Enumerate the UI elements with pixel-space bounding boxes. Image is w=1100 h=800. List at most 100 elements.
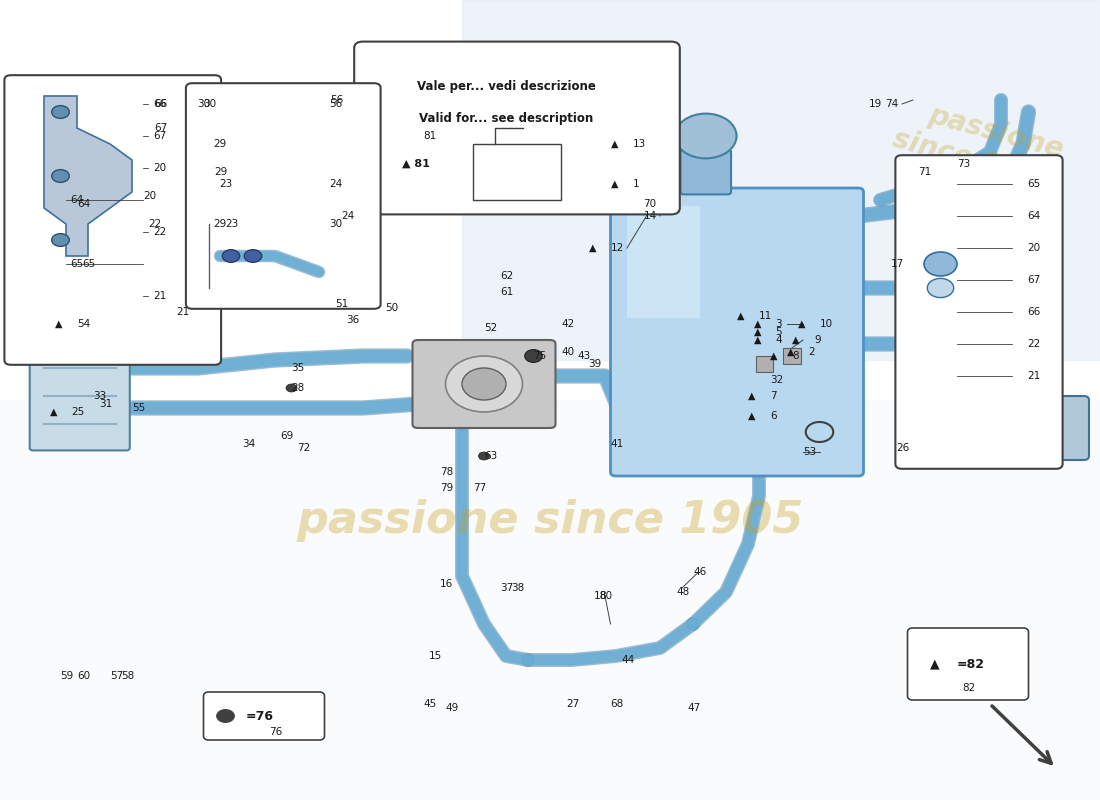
FancyBboxPatch shape <box>412 340 556 428</box>
FancyBboxPatch shape <box>1023 396 1089 460</box>
Text: 36: 36 <box>346 315 360 325</box>
Text: 65: 65 <box>70 259 84 269</box>
Text: 49: 49 <box>446 703 459 713</box>
Bar <box>473 144 561 200</box>
Text: 46: 46 <box>693 567 706 577</box>
Text: ▲: ▲ <box>50 407 57 417</box>
Text: 29: 29 <box>214 167 228 177</box>
Text: 11: 11 <box>759 311 772 321</box>
Text: 73: 73 <box>957 159 970 169</box>
Text: 80: 80 <box>600 591 613 601</box>
Text: 64: 64 <box>77 199 90 209</box>
Circle shape <box>52 234 69 246</box>
Bar <box>756 356 773 372</box>
Text: 3: 3 <box>776 319 782 329</box>
Text: 12: 12 <box>610 243 624 253</box>
Text: 37: 37 <box>500 583 514 593</box>
Text: 81: 81 <box>424 131 437 141</box>
Text: 45: 45 <box>424 699 437 709</box>
Text: 64: 64 <box>1027 211 1041 221</box>
Text: 5: 5 <box>776 327 782 337</box>
Text: 71: 71 <box>918 167 932 177</box>
FancyBboxPatch shape <box>610 188 864 476</box>
Text: 28: 28 <box>292 383 305 393</box>
Text: 23: 23 <box>219 179 232 189</box>
Text: 21: 21 <box>176 307 189 317</box>
Text: 58: 58 <box>121 671 134 681</box>
Text: 69: 69 <box>280 431 294 441</box>
Text: ▲: ▲ <box>748 391 756 401</box>
Polygon shape <box>44 96 132 256</box>
Text: 65: 65 <box>1027 179 1041 189</box>
Text: 47: 47 <box>688 703 701 713</box>
Text: 77: 77 <box>473 483 486 493</box>
Text: 53: 53 <box>803 447 816 457</box>
Text: 32: 32 <box>770 375 783 385</box>
Text: ▲: ▲ <box>610 139 618 149</box>
Circle shape <box>244 250 262 262</box>
Text: 44: 44 <box>621 655 635 665</box>
Text: 41: 41 <box>610 439 624 449</box>
Text: ▲: ▲ <box>770 351 778 361</box>
Text: 18: 18 <box>594 591 607 601</box>
Text: 67: 67 <box>1027 275 1041 285</box>
Circle shape <box>52 170 69 182</box>
Text: ▲: ▲ <box>754 327 761 337</box>
Text: 20: 20 <box>153 163 166 173</box>
Text: 31: 31 <box>99 399 112 409</box>
Text: 76: 76 <box>270 727 283 737</box>
Text: 20: 20 <box>1027 243 1041 253</box>
Text: 54: 54 <box>77 319 90 329</box>
Text: 75: 75 <box>534 351 547 361</box>
Text: 7: 7 <box>770 391 777 401</box>
Bar <box>627 206 700 318</box>
Text: ▲: ▲ <box>792 335 800 345</box>
Text: 10: 10 <box>820 319 833 329</box>
Text: ▲ 81: ▲ 81 <box>402 159 429 169</box>
Text: 22: 22 <box>148 219 162 229</box>
Bar <box>783 348 801 364</box>
Circle shape <box>217 710 234 722</box>
Text: 30: 30 <box>197 99 210 109</box>
Text: 8: 8 <box>792 351 799 361</box>
Text: 19: 19 <box>869 99 882 109</box>
Text: ▲: ▲ <box>55 319 63 329</box>
Text: ▲: ▲ <box>786 347 794 357</box>
Text: ▲: ▲ <box>754 319 761 329</box>
FancyBboxPatch shape <box>895 155 1063 469</box>
FancyBboxPatch shape <box>908 628 1028 700</box>
Text: 63: 63 <box>484 451 497 461</box>
Text: ▲: ▲ <box>610 179 618 189</box>
Text: 2: 2 <box>808 347 815 357</box>
Text: 61: 61 <box>500 287 514 297</box>
Text: 22: 22 <box>1027 339 1041 349</box>
Text: 21: 21 <box>1027 371 1041 381</box>
Text: 62: 62 <box>500 271 514 281</box>
Text: 70: 70 <box>644 199 657 209</box>
Text: 66: 66 <box>154 99 167 109</box>
Text: 15: 15 <box>429 651 442 661</box>
Text: 13: 13 <box>632 139 646 149</box>
Text: 59: 59 <box>60 671 74 681</box>
Text: 67: 67 <box>154 123 167 133</box>
Text: 25: 25 <box>72 407 85 417</box>
Text: 27: 27 <box>566 699 580 709</box>
Text: 38: 38 <box>512 583 525 593</box>
Text: 64: 64 <box>70 195 84 205</box>
Polygon shape <box>462 0 1100 360</box>
Text: 9: 9 <box>814 335 821 345</box>
Circle shape <box>927 278 954 298</box>
Text: 50: 50 <box>385 303 398 313</box>
FancyBboxPatch shape <box>4 75 221 365</box>
Text: 55: 55 <box>132 403 145 413</box>
Text: Valid for... see description: Valid for... see description <box>419 112 593 125</box>
FancyBboxPatch shape <box>681 150 732 194</box>
Text: 29: 29 <box>213 139 227 149</box>
Text: 78: 78 <box>440 467 453 477</box>
Text: 20: 20 <box>143 191 156 201</box>
Text: 23: 23 <box>226 219 239 229</box>
Text: 21: 21 <box>153 291 166 301</box>
Text: ▲: ▲ <box>737 311 745 321</box>
Circle shape <box>462 368 506 400</box>
Circle shape <box>924 252 957 276</box>
